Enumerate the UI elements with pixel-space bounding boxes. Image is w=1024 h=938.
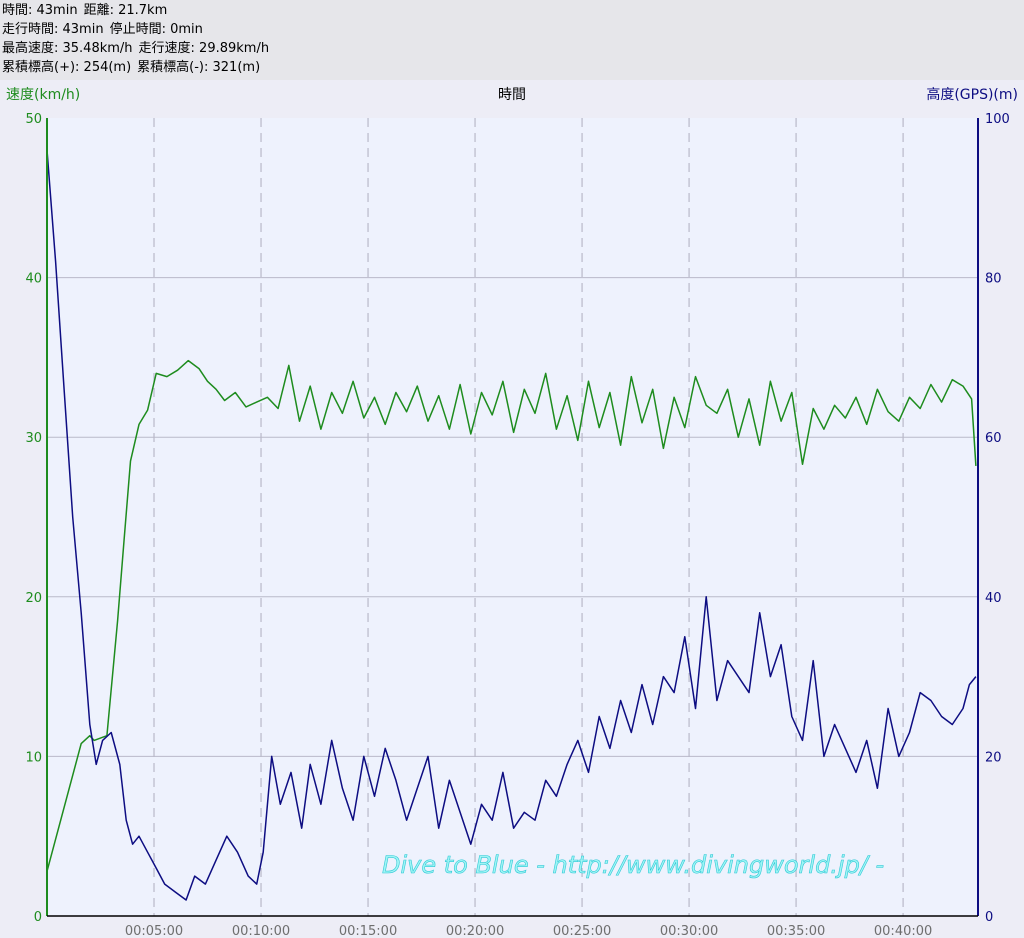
max-speed: 最高速度: 35.48km/h bbox=[2, 41, 133, 56]
distance: 距離: 21.7km bbox=[83, 3, 168, 18]
series-lines bbox=[46, 149, 977, 901]
stats-row-2: 走行時間: 43min 停止時間: 0min bbox=[2, 20, 1024, 39]
total-ascent: 累積標高(+): 254(m) bbox=[2, 60, 132, 75]
stopped-time: 停止時間: 0min bbox=[109, 22, 203, 37]
y-left-tick-label: 40 bbox=[25, 272, 42, 287]
y-right-tick-label: 0 bbox=[985, 910, 993, 925]
altitude-series-line bbox=[46, 149, 977, 901]
x-tick-label: 00:05:00 bbox=[125, 924, 183, 938]
moving-speed: 走行速度: 29.89km/h bbox=[138, 41, 270, 56]
y-right-tick-label: 60 bbox=[985, 431, 1002, 446]
y-left-tick-label: 50 bbox=[25, 112, 42, 127]
plot-area bbox=[47, 118, 978, 916]
x-tick-label: 00:10:00 bbox=[232, 924, 290, 938]
x-tick-label: 00:15:00 bbox=[339, 924, 397, 938]
y-right-tick-label: 80 bbox=[985, 272, 1002, 287]
stats-row-1: 時間: 43min 距離: 21.7km bbox=[2, 1, 1024, 20]
y-axis-left-title: 速度(km/h) bbox=[6, 87, 80, 103]
summary-panel: 時間: 43min 距離: 21.7km 走行時間: 43min 停止時間: 0mi… bbox=[0, 0, 1024, 80]
y-left-tick-label: 30 bbox=[25, 431, 42, 446]
y-right-tick-label: 20 bbox=[985, 750, 1002, 765]
x-tick-label: 00:20:00 bbox=[446, 924, 504, 938]
y-left-tick-label: 20 bbox=[25, 591, 42, 606]
total-descent: 累積標高(-): 321(m) bbox=[137, 60, 261, 75]
y-axis-right-title: 高度(GPS)(m) bbox=[926, 86, 1018, 103]
x-tick-label: 00:35:00 bbox=[767, 924, 825, 938]
speed-series-line bbox=[46, 359, 977, 872]
y-left-tick-label: 10 bbox=[25, 750, 42, 765]
stats-row-4: 累積標高(+): 254(m) 累積標高(-): 321(m) bbox=[2, 58, 1024, 77]
y-right-tick-label: 100 bbox=[985, 112, 1010, 127]
x-tick-label: 00:40:00 bbox=[874, 924, 932, 938]
tick-labels: 0 10 20 30 40 50 0 20 40 60 80 100 00:05:00 00:10:00 0… bbox=[25, 112, 1009, 938]
x-tick-label: 00:25:00 bbox=[553, 924, 611, 938]
stats-row-3: 最高速度: 35.48km/h 走行速度: 29.89km/h bbox=[2, 39, 1024, 58]
axes bbox=[46, 118, 979, 917]
moving-time: 走行時間: 43min bbox=[2, 22, 104, 37]
y-left-tick-label: 0 bbox=[34, 910, 42, 925]
x-tick-label: 00:30:00 bbox=[660, 924, 718, 938]
total-time: 時間: 43min bbox=[2, 3, 78, 18]
grid-lines bbox=[47, 118, 978, 916]
x-axis-title: 時間 bbox=[498, 87, 526, 103]
watermark-text: Dive to Blue - http://www.divingworld.jp… bbox=[382, 851, 884, 879]
speed-altitude-chart: 速度(km/h) 時間 高度(GPS)(m) 0 10 20 30 40 50 0 20 40 6… bbox=[6, 86, 1018, 938]
y-right-tick-label: 40 bbox=[985, 591, 1002, 606]
